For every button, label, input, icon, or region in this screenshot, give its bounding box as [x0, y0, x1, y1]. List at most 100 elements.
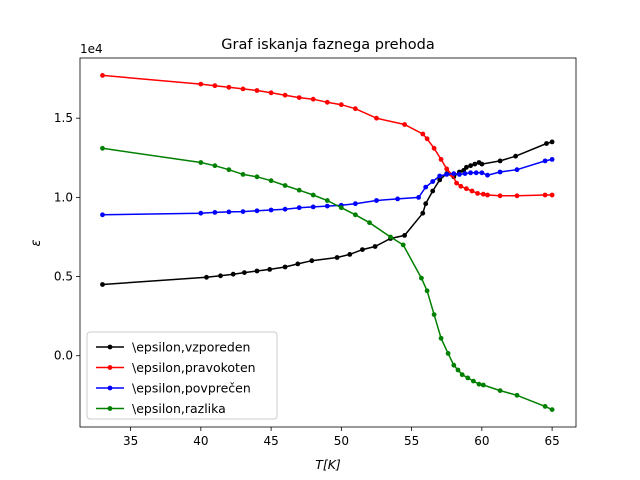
- data-point: [471, 378, 476, 384]
- data-point: [476, 381, 482, 387]
- data-point: [437, 173, 443, 179]
- data-point: [267, 267, 273, 272]
- data-point: [464, 186, 469, 192]
- data-point: [455, 367, 461, 373]
- data-point: [296, 95, 302, 100]
- y-axis-label: ε: [29, 239, 44, 246]
- data-point: [459, 372, 465, 378]
- data-point: [465, 375, 471, 381]
- data-point: [240, 209, 246, 215]
- data-point: [419, 275, 424, 281]
- data-point: [480, 191, 486, 197]
- y-tick-label: 0.5: [54, 270, 73, 284]
- data-point: [212, 163, 218, 169]
- data-point: [423, 201, 429, 207]
- y-axis: 0.0 0.5 1.0 1.5: [54, 111, 80, 363]
- data-point: [497, 169, 503, 175]
- data-point: [282, 206, 288, 212]
- data-point: [240, 172, 246, 177]
- data-point: [324, 203, 330, 209]
- data-point: [464, 164, 469, 170]
- data-point: [458, 183, 464, 189]
- data-point: [282, 92, 288, 98]
- series-3: [100, 145, 555, 412]
- data-point: [226, 167, 232, 173]
- plot-frame: [79, 57, 577, 428]
- data-point: [473, 170, 479, 176]
- data-point: [485, 192, 490, 198]
- x-tick-label: 40: [193, 434, 208, 448]
- y-tick-label: 0.0: [54, 349, 73, 363]
- data-point: [268, 178, 274, 184]
- legend-entry: \epsilon,razlika: [96, 401, 226, 416]
- data-point: [198, 160, 204, 165]
- data-point: [514, 167, 520, 173]
- data-point: [451, 171, 457, 177]
- data-point: [457, 172, 462, 177]
- data-point: [544, 141, 549, 146]
- data-point: [100, 73, 105, 78]
- legend-entry: \epsilon,vzporeden: [96, 340, 250, 355]
- legend-marker: [107, 385, 113, 391]
- legend-marker: [107, 406, 113, 411]
- data-point: [296, 205, 302, 211]
- data-point: [212, 210, 218, 215]
- data-point: [324, 198, 330, 203]
- data-point: [310, 192, 316, 198]
- data-point: [475, 191, 480, 196]
- legend-entry: \epsilon,povprečen: [96, 381, 251, 396]
- data-point: [513, 153, 518, 159]
- data-point: [497, 158, 503, 164]
- data-point: [198, 81, 204, 87]
- data-point: [479, 170, 485, 176]
- y-tick-label: 1.0: [54, 190, 73, 204]
- data-point: [230, 271, 236, 277]
- data-point: [402, 122, 407, 127]
- data-point: [542, 192, 548, 198]
- data-point: [472, 161, 478, 167]
- data-point: [309, 258, 315, 264]
- data-point: [542, 404, 548, 409]
- data-point: [468, 170, 473, 176]
- series-line: [102, 74, 553, 197]
- legend-box: [86, 331, 278, 420]
- data-point: [242, 270, 247, 275]
- data-point: [353, 212, 358, 218]
- data-point: [226, 209, 232, 215]
- data-point: [268, 207, 274, 213]
- legend-entry: \epsilon,pravokoten: [96, 360, 256, 375]
- data-point: [310, 96, 316, 102]
- data-point: [549, 139, 555, 145]
- data-point: [445, 351, 451, 356]
- x-tick-label: 65: [544, 434, 559, 448]
- x-tick-label: 55: [404, 434, 419, 448]
- data-point: [497, 388, 503, 393]
- data-point: [549, 192, 555, 198]
- data-point: [240, 86, 246, 92]
- data-point: [388, 234, 393, 240]
- data-point: [282, 183, 288, 188]
- data-point: [549, 407, 555, 412]
- x-axis: 35 40 45 50 55 60 65: [123, 427, 560, 448]
- data-point: [438, 335, 444, 341]
- data-point: [462, 171, 468, 177]
- data-point: [444, 166, 450, 172]
- data-point: [226, 84, 232, 90]
- legend-marker: [107, 344, 113, 350]
- data-point: [454, 180, 459, 186]
- data-point: [451, 362, 457, 368]
- data-point: [254, 174, 260, 180]
- data-point: [400, 242, 406, 248]
- data-point: [372, 244, 378, 249]
- legend-label: \epsilon,razlika: [132, 401, 226, 416]
- data-point: [374, 115, 379, 121]
- x-axis-label: T[K]: [315, 457, 341, 472]
- x-tick-label: 50: [334, 434, 349, 448]
- data-point: [282, 264, 288, 270]
- data-point: [514, 392, 520, 398]
- legend-label: \epsilon,pravokoten: [132, 360, 256, 375]
- data-point: [430, 188, 436, 194]
- series-2: [100, 157, 555, 218]
- data-point: [430, 179, 436, 184]
